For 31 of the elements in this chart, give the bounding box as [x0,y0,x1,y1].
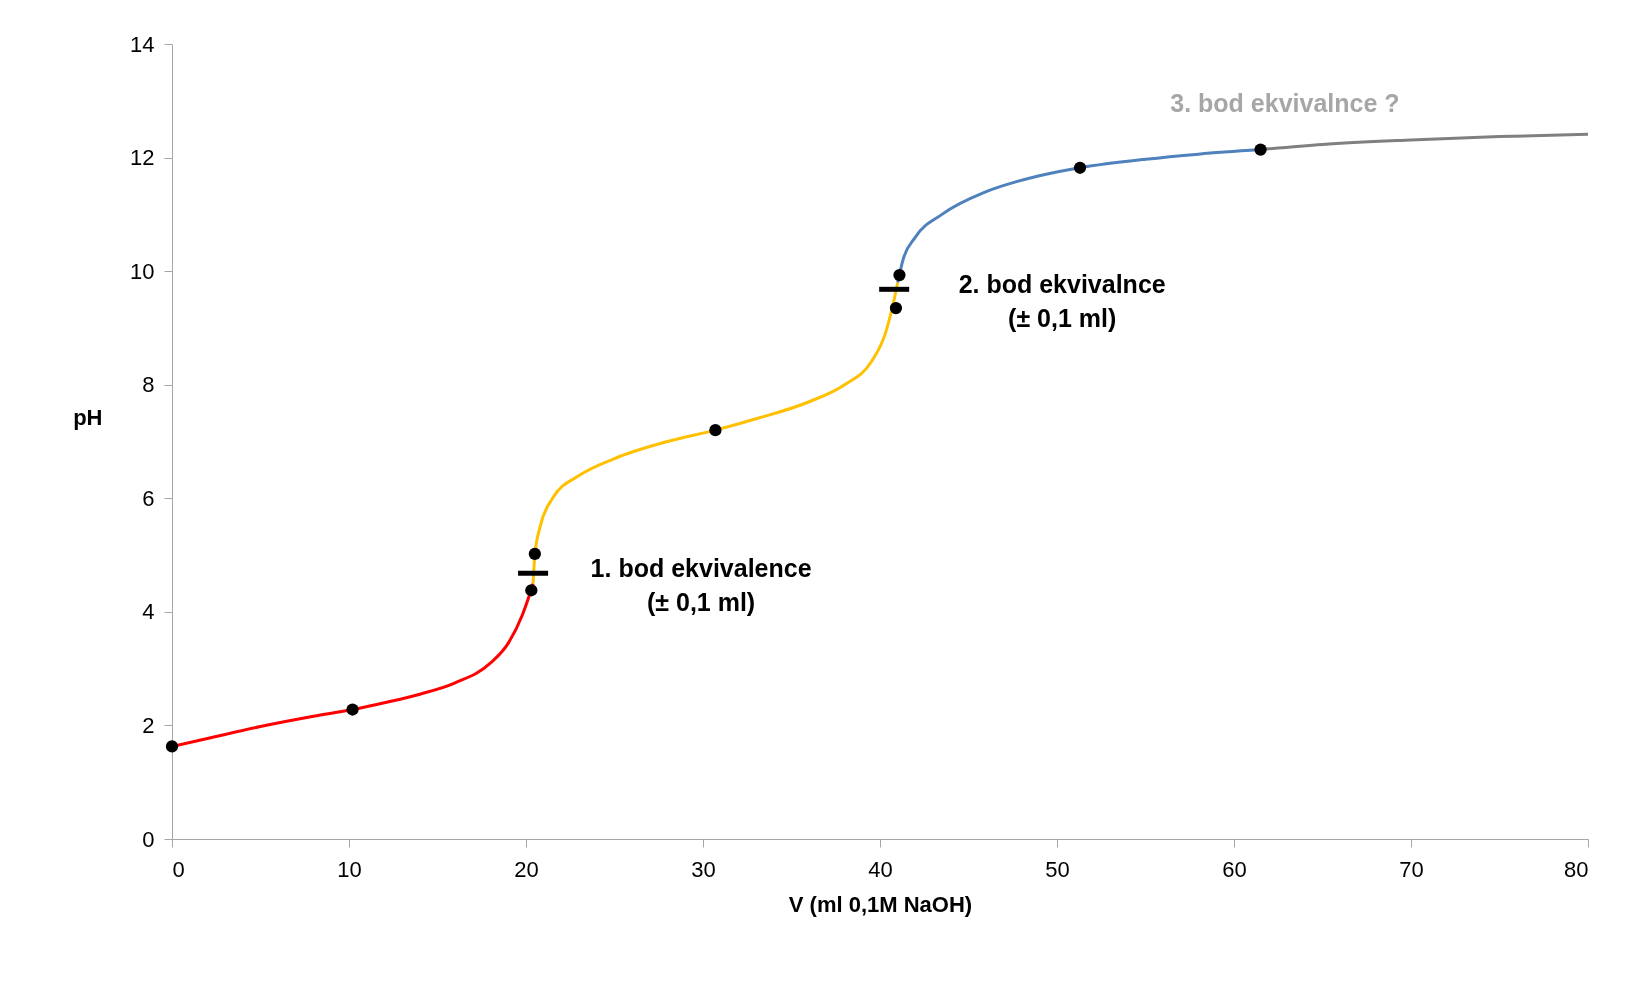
x-tick-label: 10 [337,856,362,882]
x-tick-label: 50 [1045,856,1070,882]
point [346,703,359,716]
x-tick-label: 40 [868,856,893,882]
y-tick-label: 14 [130,31,155,57]
y-tick-label: 8 [142,372,155,398]
annotation: 2. bod ekvivalnce (± 0,1 ml) [958,270,1166,333]
y-tick-label: 12 [130,145,155,171]
x-tick-label: 60 [1222,856,1247,882]
point [1254,143,1267,156]
y-tick-label: 10 [130,258,155,284]
y-tick-label: 2 [142,712,155,738]
annotation: 3. bod ekvivalnce ? [1170,88,1400,117]
point [165,740,179,753]
point [528,547,541,561]
y-axis-title: pH [73,405,103,431]
x-axis-title: V (ml 0,1M NaOH) [788,891,973,917]
x-tick-label: 70 [1399,856,1424,882]
y-tick-label: 4 [142,599,155,625]
y-tick-label: 6 [142,485,155,511]
x-tick-label: 20 [514,856,539,882]
point [525,584,538,597]
point [709,424,722,437]
point [1073,161,1087,174]
point [889,301,903,315]
x-tick-label: 80 [1564,856,1589,882]
point [893,269,906,282]
annotation: 1. bod ekvivalence (± 0,1 ml) [590,554,812,617]
y-tick-label: 0 [142,826,155,852]
x-tick-label: 30 [691,856,716,882]
x-tick-label: 0 [172,856,185,882]
